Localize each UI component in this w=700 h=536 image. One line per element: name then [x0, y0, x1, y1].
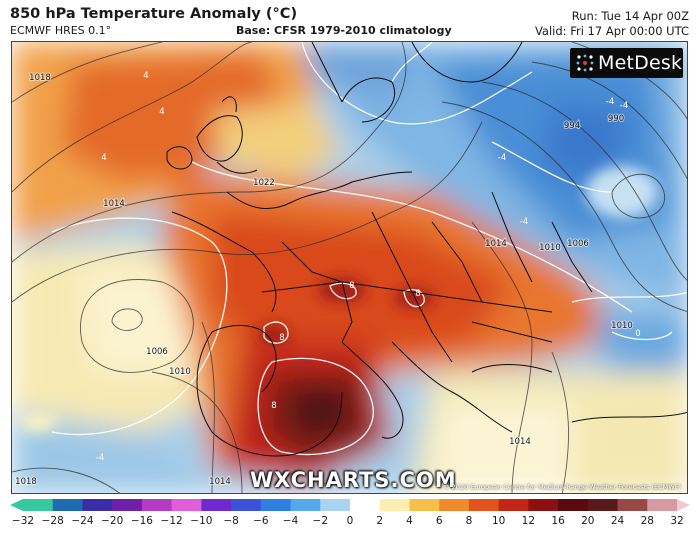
anomaly-contours — [51, 42, 687, 456]
colorbar-segment — [231, 499, 262, 511]
anomaly-label: -4 — [498, 153, 506, 163]
isobar-label: 1018 — [15, 477, 37, 487]
colorbar-segment — [617, 499, 648, 511]
isobar-label: 1014 — [509, 437, 531, 447]
anomaly-label: 8 — [349, 281, 354, 291]
colorbar-segment — [350, 499, 381, 511]
colorbar-segment — [201, 499, 232, 511]
colorbar-tick-label: 0 — [346, 515, 354, 527]
colorbar-tick-label: −20 — [101, 515, 124, 527]
isobar-label: 994 — [564, 121, 580, 131]
chart-header: 850 hPa Temperature Anomaly (°C) ECMWF H… — [0, 0, 700, 40]
colorbar-tick-label: −12 — [160, 515, 183, 527]
colorbar-tick-label: 8 — [465, 515, 473, 527]
colorbar-segment — [468, 499, 500, 511]
colorbar-tick-label: 4 — [406, 515, 413, 527]
colorbar-segment — [82, 499, 113, 511]
isobar-label: 1014 — [485, 239, 507, 249]
colorbar-tick-label: 16 — [551, 515, 565, 527]
isobar-label: 990 — [608, 114, 624, 124]
metdesk-logo-text: MetDesk — [598, 52, 683, 74]
anomaly-map-graphic: 1018101410221006101099499010061010101410… — [12, 42, 687, 493]
colorbar-tick-label: 28 — [640, 515, 654, 527]
isobar-label: 1006 — [567, 239, 589, 249]
anomaly-label: -4 — [620, 101, 628, 111]
colorbar: −32 −28 −24 −20 −16 −12 −10 −8 −6 −4 −2 0 2 4 6 8 10 12 16… — [10, 497, 690, 536]
run-time-label: Run: Tue 14 Apr 00Z — [571, 9, 689, 23]
colorbar-segment — [260, 499, 292, 511]
metdesk-logo-icon — [576, 54, 594, 72]
anomaly-label: -4 — [520, 217, 528, 227]
colorbar-tick-label: −8 — [223, 515, 239, 527]
colorbar-segment — [647, 499, 678, 511]
isobar-label: 1014 — [103, 199, 125, 209]
colorbar-tick-label: 10 — [491, 515, 506, 527]
anomaly-label: 4 — [143, 71, 148, 81]
colorbar-segment — [498, 499, 529, 511]
colorbar-tick-label: 6 — [435, 515, 443, 527]
anomaly-label: 8 — [415, 289, 420, 299]
isobar-label: 1018 — [29, 73, 51, 83]
colorbar-segments — [23, 499, 678, 511]
isobar-label: 1010 — [611, 321, 633, 331]
colorbar-segment — [320, 499, 351, 511]
colorbar-tick-label: −32 — [11, 515, 35, 527]
isobar-label: 1006 — [146, 347, 168, 357]
model-label: ECMWF HRES 0.1° — [10, 24, 112, 37]
anomaly-labels: 4 4 4 8 8 8 8 -4 -4 -4 -4 -4 0 — [96, 71, 641, 463]
colorbar-segment — [409, 499, 440, 511]
colorbar-low-arrow — [10, 499, 23, 511]
isobar-labels: 1018101410221006101099499010061010101410… — [14, 72, 634, 488]
colorbar-segment — [439, 499, 470, 511]
colorbar-segment — [290, 499, 321, 511]
colorbar-tick-label: 2 — [376, 515, 384, 527]
weather-map: 1018 1014 1022 1006 1010 994 990 1006 1010 1014 10… — [11, 41, 688, 494]
anomaly-label: -4 — [606, 97, 614, 107]
coastlines — [166, 42, 687, 457]
anomaly-label: 8 — [271, 401, 276, 411]
colorbar-segment — [141, 499, 173, 511]
isobar-label: 1014 — [209, 477, 231, 487]
wxcharts-watermark: WXCHARTS.COM — [250, 468, 457, 492]
anomaly-label: 8 — [279, 333, 284, 343]
colorbar-tick-label: 12 — [521, 515, 536, 527]
chart-title: 850 hPa Temperature Anomaly (°C) — [10, 6, 298, 22]
colorbar-tick-label: −2 — [312, 515, 329, 527]
climatology-base-label: Base: CFSR 1979-2010 climatology — [236, 24, 452, 37]
isobar-label: 1010 — [539, 243, 561, 253]
colorbar-segment — [112, 499, 143, 511]
colorbar-scale — [10, 499, 690, 511]
isobar-label: 1010 — [169, 367, 191, 377]
valid-time-label: Valid: Fri 17 Apr 00:00 UTC — [534, 24, 689, 38]
colorbar-segment — [558, 499, 589, 511]
colorbar-segment — [528, 499, 559, 511]
colorbar-tick-label: −4 — [282, 515, 299, 527]
colorbar-tick-label: −10 — [190, 515, 213, 527]
colorbar-segment — [379, 499, 410, 511]
colorbar-segment — [52, 499, 83, 511]
colorbar-high-arrow — [677, 499, 690, 511]
colorbar-segment — [587, 499, 619, 511]
anomaly-label: -4 — [96, 453, 104, 463]
metdesk-logo: MetDesk — [570, 48, 683, 78]
anomaly-label: 4 — [101, 153, 106, 163]
anomaly-label: 4 — [159, 107, 164, 117]
colorbar-tick-label: 24 — [610, 515, 625, 527]
colorbar-tick-label: −28 — [41, 515, 64, 527]
colorbar-segment — [23, 499, 54, 511]
colorbar-tick-label: −24 — [71, 515, 94, 527]
anomaly-label: 0 — [635, 329, 640, 339]
colorbar-tick-label: −6 — [253, 515, 269, 527]
ecmwf-credit: © 2020 European Centre for Medium-Range … — [443, 483, 681, 491]
colorbar-tick-label: 32 — [670, 515, 684, 527]
anomaly-field — [12, 42, 687, 493]
colorbar-tick-label: 20 — [581, 515, 595, 527]
colorbar-tick-label: −16 — [130, 515, 153, 527]
isobar-label: 1022 — [253, 178, 275, 188]
colorbar-segment — [171, 499, 202, 511]
